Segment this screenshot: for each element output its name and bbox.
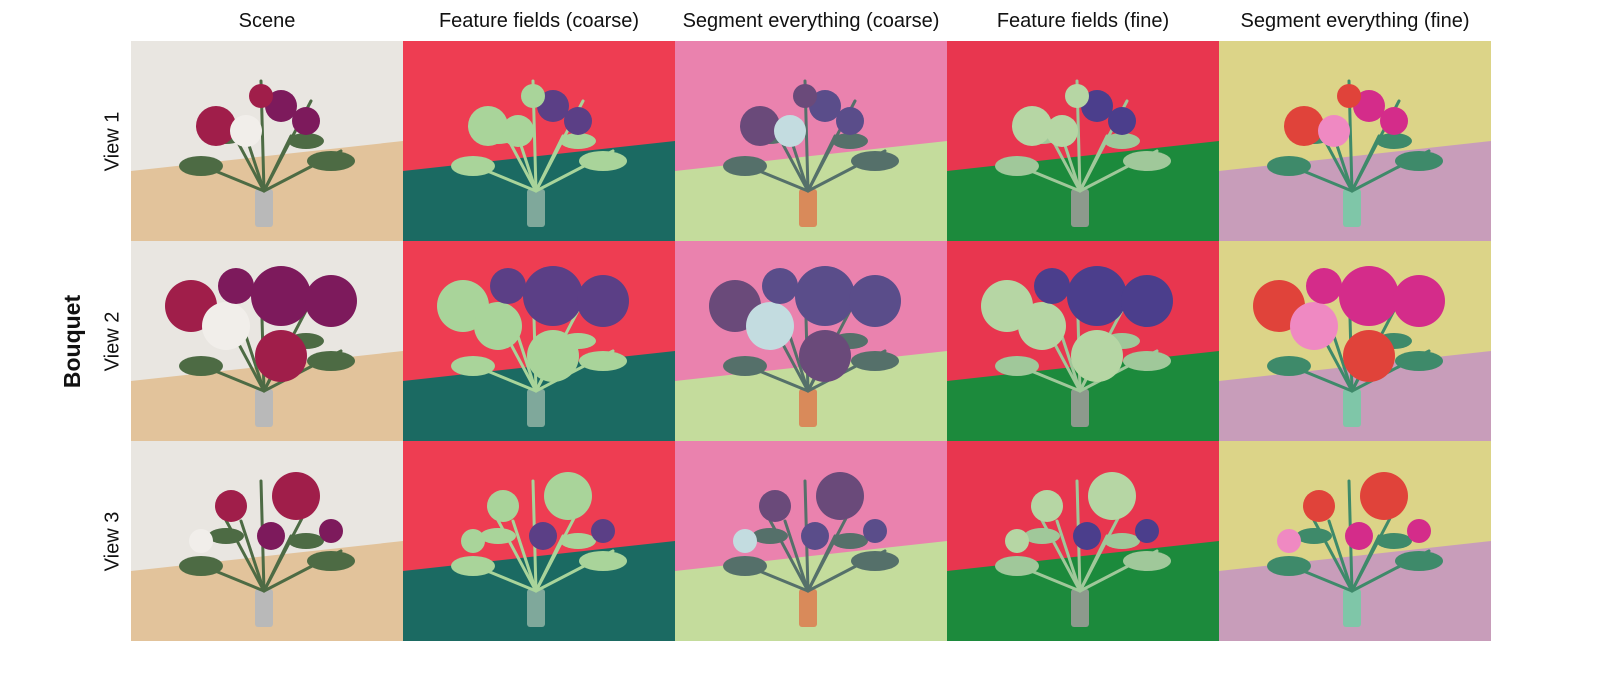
- thumbnail-scene-view-1: [131, 41, 403, 241]
- thumbnail-scene-view-2: [131, 241, 403, 441]
- row-label-text: View 1: [101, 111, 124, 171]
- thumbnail-segment-everything-fine-view-3: [1219, 441, 1491, 641]
- thumbnail-scene-view-3: [131, 441, 403, 641]
- thumbnail-segment-everything-coarse-view-2: [675, 241, 947, 441]
- group-label: Bouquet: [56, 41, 90, 641]
- group-label-text: Bouquet: [59, 294, 86, 388]
- thumbnail-feature-fields-fine-view-1: [947, 41, 1219, 241]
- row-label-text: View 2: [101, 311, 124, 371]
- row-label-text: View 3: [101, 511, 124, 571]
- bouquet-image: [131, 441, 403, 641]
- row-label-view-3: View 3: [100, 441, 126, 641]
- image-grid: [131, 41, 1491, 641]
- bouquet-image: [403, 41, 675, 241]
- thumbnail-segment-everything-coarse-view-3: [675, 441, 947, 641]
- thumbnail-feature-fields-coarse-view-3: [403, 441, 675, 641]
- bouquet-image: [131, 41, 403, 241]
- thumbnail-segment-everything-fine-view-1: [1219, 41, 1491, 241]
- thumbnail-feature-fields-coarse-view-1: [403, 41, 675, 241]
- bouquet-image: [1219, 41, 1491, 241]
- bouquet-image: [947, 241, 1219, 441]
- column-header-feature-fields-fine: Feature fields (fine): [996, 10, 1170, 32]
- thumbnail-segment-everything-coarse-view-1: [675, 41, 947, 241]
- column-header-scene: Scene: [238, 10, 296, 32]
- bouquet-image: [675, 41, 947, 241]
- bouquet-image: [403, 441, 675, 641]
- bouquet-image: [675, 241, 947, 441]
- thumbnail-feature-fields-fine-view-2: [947, 241, 1219, 441]
- column-header-segment-everything-fine: Segment everything (fine): [1240, 10, 1470, 32]
- row-label-view-2: View 2: [100, 241, 126, 441]
- thumbnail-segment-everything-fine-view-2: [1219, 241, 1491, 441]
- thumbnail-feature-fields-coarse-view-2: [403, 241, 675, 441]
- row-label-view-1: View 1: [100, 41, 126, 241]
- bouquet-image: [403, 241, 675, 441]
- bouquet-image: [947, 441, 1219, 641]
- thumbnail-feature-fields-fine-view-3: [947, 441, 1219, 641]
- bouquet-image: [131, 241, 403, 441]
- bouquet-image: [675, 441, 947, 641]
- bouquet-image: [1219, 441, 1491, 641]
- column-header-segment-everything-coarse: Segment everything (coarse): [682, 10, 940, 32]
- bouquet-image: [947, 41, 1219, 241]
- bouquet-image: [1219, 241, 1491, 441]
- column-header-feature-fields-coarse: Feature fields (coarse): [438, 10, 640, 32]
